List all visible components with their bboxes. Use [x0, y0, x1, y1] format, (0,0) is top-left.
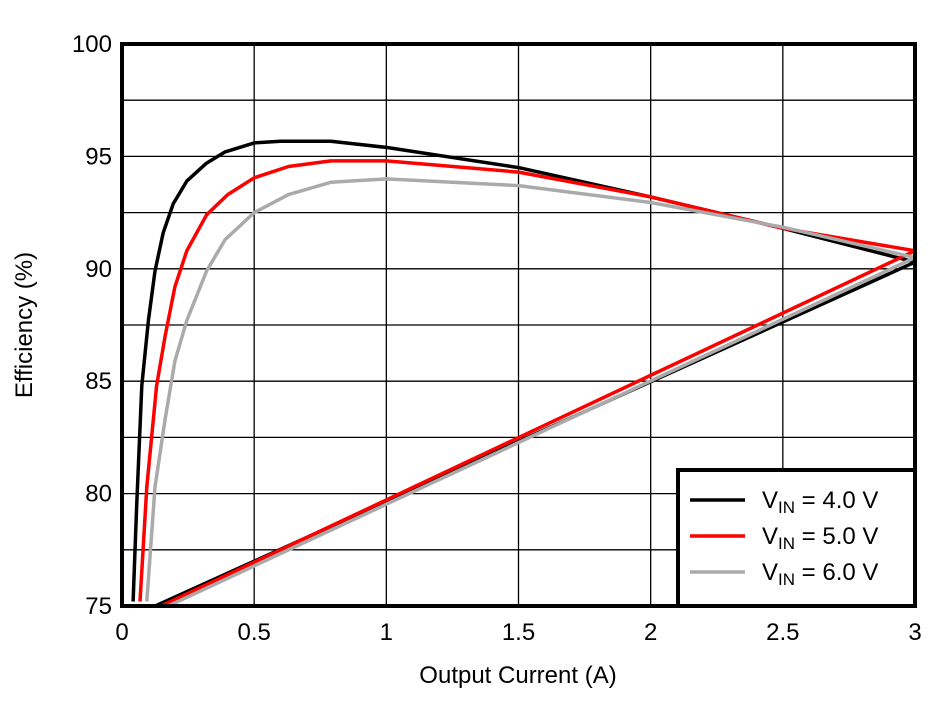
legend-label-main: V [762, 523, 778, 550]
legend-label-rest: = 4.0 V [795, 487, 878, 514]
legend-label-sub: IN [778, 570, 795, 589]
x-tick-label: 0 [115, 619, 128, 646]
legend-box [676, 468, 917, 608]
legend-label-sub: IN [778, 534, 795, 553]
y-tick-label: 95 [85, 143, 112, 170]
legend-label-main: V [762, 559, 778, 586]
legend-label-main: V [762, 487, 778, 514]
series-line-2 [138, 159, 915, 606]
y-axis-label: Efficiency (%) [11, 252, 38, 398]
legend-entry: VIN = 4.0 V [762, 487, 878, 517]
x-tick-label: 2 [644, 619, 657, 646]
x-tick-label: 3 [908, 619, 921, 646]
legend-label-sub: IN [778, 498, 795, 517]
y-tick-label: 100 [72, 31, 112, 58]
tick-labels: 0 0.5 1 1.5 2 2.5 3 75 80 85 90 95 100 [72, 31, 922, 646]
legend-label-rest: = 5.0 V [795, 523, 878, 550]
y-tick-label: 90 [85, 256, 112, 283]
x-axis-label: Output Current (A) [419, 662, 616, 689]
x-tick-label: 0.5 [237, 619, 270, 646]
series-group [131, 139, 915, 606]
plot-frame [120, 42, 917, 608]
x-tick-label: 2.5 [766, 619, 799, 646]
y-tick-label: 75 [85, 593, 112, 620]
x-tick-label: 1.5 [502, 619, 535, 646]
legend-entry: VIN = 6.0 V [762, 559, 878, 589]
y-tick-label: 85 [85, 368, 112, 395]
legend-entry: VIN = 5.0 V [762, 523, 878, 553]
legend-label-rest: = 6.0 V [795, 559, 878, 586]
x-tick-label: 1 [380, 619, 393, 646]
y-tick-label: 80 [85, 481, 112, 508]
series-line-3 [145, 177, 915, 606]
